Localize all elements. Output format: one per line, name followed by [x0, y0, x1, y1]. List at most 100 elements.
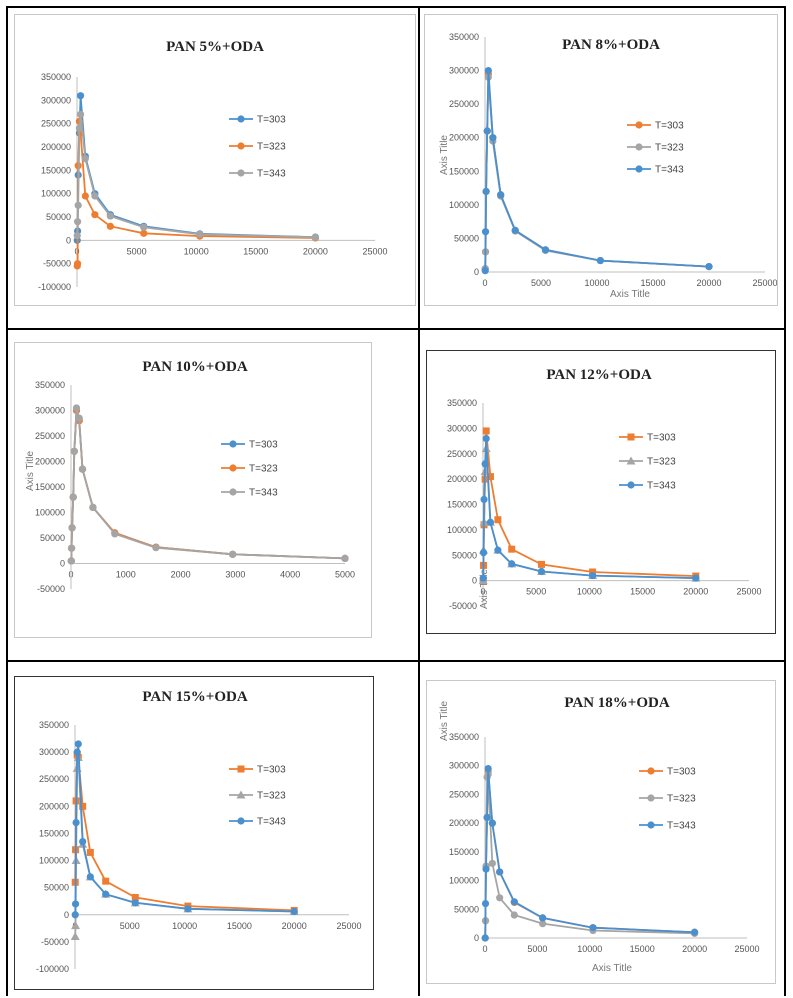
legend-marker: [237, 765, 245, 773]
y-tick-label: 250000: [449, 789, 479, 799]
data-point: [341, 554, 349, 562]
data-point: [705, 263, 713, 271]
data-point: [588, 571, 597, 580]
x-tick-label: 20000: [282, 921, 307, 931]
data-point: [541, 246, 550, 254]
series-line-T=303: [70, 410, 346, 561]
y-tick-label: -100000: [36, 964, 69, 974]
legend-marker: [237, 115, 245, 123]
x-tick-label: 1000: [116, 570, 136, 580]
legend-label: T=303: [647, 433, 676, 444]
y-tick-label: 200000: [449, 133, 479, 143]
data-point: [482, 434, 490, 443]
data-point: [539, 914, 547, 922]
y-tick-label: 350000: [39, 720, 69, 730]
y-tick-label: 250000: [41, 119, 71, 129]
data-point: [73, 260, 82, 268]
series-line-T=303: [74, 754, 295, 912]
y-tick-label: 0: [472, 576, 477, 586]
y-tick-label: 50000: [452, 550, 477, 560]
data-point: [72, 819, 80, 827]
data-point: [86, 873, 94, 881]
x-tick-label: 5000: [127, 246, 147, 256]
data-point: [480, 495, 488, 504]
data-point: [486, 473, 494, 481]
x-tick-label: 4000: [280, 570, 300, 580]
y-tick-label: 250000: [39, 774, 69, 784]
chart-pan-10: PAN 10%+ODA -50000 0 50000 100000 150000 20000…: [25, 359, 355, 594]
data-point: [481, 899, 490, 908]
y-tick-label: 350000: [35, 380, 65, 390]
data-point: [73, 748, 81, 756]
y-tick-label: 50000: [40, 533, 65, 543]
y-tick-label: 300000: [39, 747, 69, 757]
x-tick-label: 5000: [526, 587, 546, 597]
y-tick-label: 300000: [447, 423, 477, 433]
data-point: [106, 212, 114, 220]
y-tick-label: 150000: [449, 847, 479, 857]
data-point: [106, 222, 114, 230]
data-point: [496, 894, 504, 902]
y-tick-label: -50000: [37, 584, 65, 594]
table-border-top: [6, 6, 786, 8]
data-point: [488, 819, 496, 827]
chart-pan-18: PAN 18%+ODA05000010000015000020000025000…: [439, 695, 760, 974]
chart-title: PAN 10%+ODA: [142, 359, 248, 375]
data-point: [74, 740, 82, 748]
table-divider-row-1: [6, 328, 786, 330]
y-tick-label: 350000: [449, 732, 479, 742]
data-point: [497, 191, 505, 199]
chart-panel-pan-15: PAN 15%+ODA -100000 -50000 0 50000 100000 1500…: [14, 676, 374, 990]
y-tick-label: 300000: [41, 95, 71, 105]
legend-marker: [229, 464, 237, 472]
x-tick-label: 3000: [225, 570, 245, 580]
x-tick-label: 5000: [527, 944, 547, 954]
y-tick-label: -100000: [38, 282, 71, 292]
table-border-right: [784, 6, 786, 996]
chart-pan-12: PAN 12%+ODA -50000 0 50000 100000 150000 20000…: [447, 367, 762, 611]
y-tick-label: 150000: [35, 482, 65, 492]
chart-title: PAN 15%+ODA: [142, 689, 248, 705]
y-tick-label: 50000: [46, 212, 71, 222]
data-point: [483, 127, 491, 135]
y-tick-label: 300000: [35, 406, 65, 416]
data-point: [508, 545, 516, 553]
chart-panel-pan-12: PAN 12%+ODA -50000 0 50000 100000 150000 20000…: [426, 350, 776, 634]
legend-label: T=303: [667, 767, 696, 778]
data-point: [111, 530, 119, 538]
y-tick-label: 150000: [449, 166, 479, 176]
legend-marker: [647, 794, 655, 802]
x-tick-label: 25000: [734, 944, 759, 954]
x-tick-label: 15000: [630, 944, 655, 954]
data-point: [484, 66, 492, 75]
y-tick-label: 300000: [449, 66, 479, 76]
legend-label: T=323: [249, 464, 278, 475]
chart-panel-pan-5: PAN 5%+ODA -100000 -50000 0 50000 100000 15000…: [14, 14, 416, 306]
chart-panel-pan-10: PAN 10%+ODA -50000 0 50000 100000 150000 20000…: [14, 342, 372, 638]
table-divider-vertical: [418, 6, 420, 996]
data-point: [70, 447, 78, 455]
y-tick-label: -50000: [43, 259, 71, 269]
x-tick-label: 15000: [630, 587, 655, 597]
chart-pan-5: PAN 5%+ODA -100000 -50000 0 50000 100000 15000…: [38, 39, 388, 292]
data-point: [102, 890, 110, 898]
x-tick-label: 5000: [335, 570, 355, 580]
data-point: [79, 837, 87, 846]
data-point: [89, 503, 97, 511]
y-tick-label: 350000: [41, 72, 71, 82]
legend-label: T=343: [655, 165, 684, 176]
y-tick-label: 200000: [41, 142, 71, 152]
y-tick-label: 0: [60, 559, 65, 569]
data-point: [74, 201, 82, 209]
legend-label: T=343: [667, 821, 696, 832]
chart-title: PAN 18%+ODA: [564, 695, 670, 711]
data-point: [131, 893, 139, 901]
legend-marker: [647, 767, 655, 775]
data-point: [482, 187, 490, 196]
legend-label: T=303: [249, 440, 278, 451]
data-point: [510, 898, 518, 906]
data-point: [67, 544, 76, 552]
data-point: [68, 524, 76, 532]
x-tick-label: 20000: [303, 246, 328, 256]
y-tick-label: 200000: [39, 801, 69, 811]
